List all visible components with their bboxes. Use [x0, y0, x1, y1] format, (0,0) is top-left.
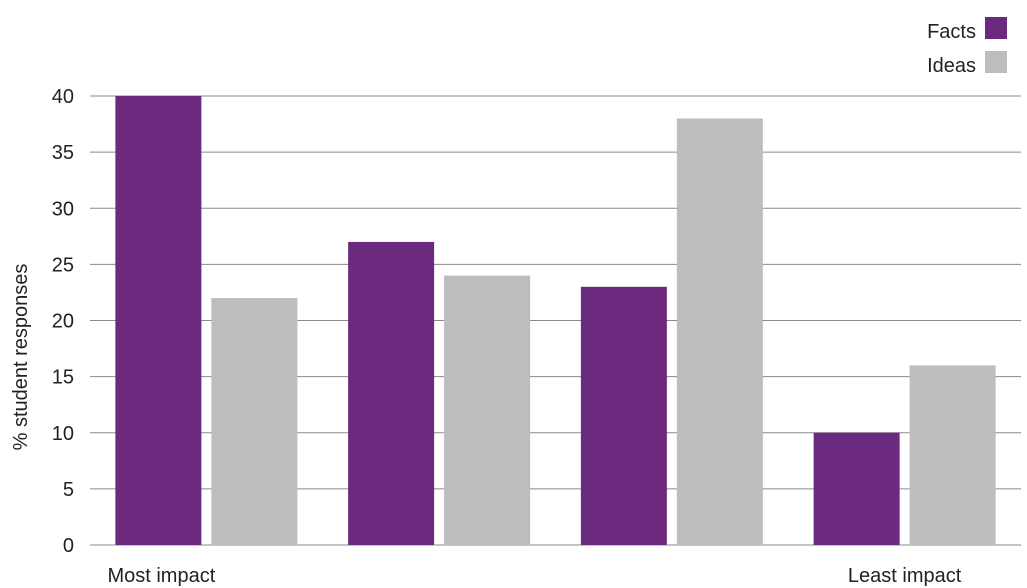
legend-label-facts: Facts — [927, 21, 976, 43]
bar-facts-1 — [115, 96, 202, 545]
y-axis-label: % student responses — [10, 264, 32, 451]
legend: Facts Ideas — [927, 17, 1007, 77]
y-tick-label: 35 — [52, 142, 74, 164]
legend-label-ideas: Ideas — [927, 55, 976, 77]
legend-swatch-ideas — [985, 51, 1007, 73]
bar-facts-3 — [580, 286, 667, 545]
y-axis-ticks: 0 5 10 15 20 25 30 35 40 — [52, 86, 74, 557]
bar-ideas-4 — [909, 365, 996, 545]
y-tick-label: 15 — [52, 367, 74, 389]
bar-ideas-2 — [444, 275, 531, 545]
bars — [115, 96, 996, 546]
y-tick-label: 40 — [52, 86, 74, 108]
bar-facts-2 — [348, 241, 435, 546]
y-tick-label: 5 — [63, 479, 74, 501]
y-tick-label: 30 — [52, 198, 74, 220]
x-axis-categories: Most impact Least impact — [107, 565, 961, 587]
bar-ideas-1 — [211, 298, 298, 545]
legend-swatch-facts — [985, 17, 1007, 39]
y-tick-label: 10 — [52, 423, 74, 445]
bar-ideas-3 — [676, 118, 763, 545]
x-category-label: Most impact — [107, 565, 215, 587]
y-tick-label: 20 — [52, 311, 74, 333]
x-category-label: Least impact — [848, 565, 962, 587]
bar-facts-4 — [813, 432, 900, 545]
y-tick-label: 25 — [52, 254, 74, 276]
y-tick-label: 0 — [63, 535, 74, 557]
